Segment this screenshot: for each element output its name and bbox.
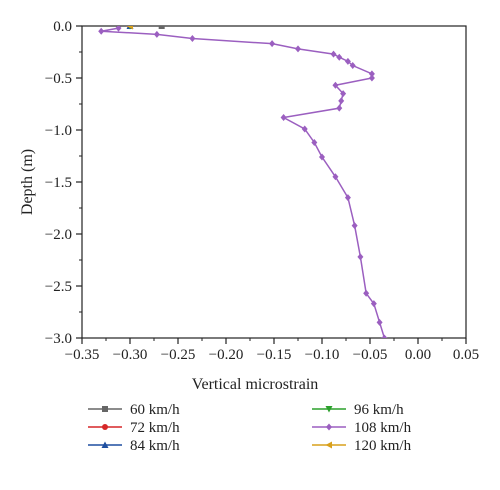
legend-marker [102, 406, 108, 412]
data-point [295, 45, 301, 53]
legend-label: 120 km/h [354, 438, 412, 454]
x-tick-label: −0.15 [257, 347, 292, 363]
data-point [319, 153, 325, 161]
y-tick-label: −3.0 [45, 331, 72, 347]
legend-item: 84 km/h [88, 438, 180, 454]
x-tick-label: −0.10 [305, 347, 340, 363]
data-point [336, 104, 343, 112]
y-tick-label: −2.0 [45, 227, 72, 243]
legend-label: 96 km/h [354, 402, 404, 418]
legend-marker [325, 441, 332, 449]
data-point [357, 253, 364, 261]
x-tick-label: −0.35 [65, 347, 100, 363]
data-point [332, 81, 339, 89]
series-60-km-h [158, 26, 165, 29]
data-point [330, 50, 337, 58]
legend-marker [102, 424, 108, 430]
data-point [338, 97, 345, 105]
x-axis: −0.35 −0.30 −0.25 −0.20 −0.15 −0.10 −0.05 0.00 0… [65, 338, 479, 363]
data-point [98, 27, 105, 35]
x-tick-label: 0.05 [453, 347, 479, 363]
plot-area [81, 25, 467, 339]
series-108-km-h [98, 26, 388, 338]
data-point [368, 74, 375, 82]
data-point [381, 334, 388, 338]
data-point [340, 90, 347, 98]
legend-item: 60 km/h [88, 402, 180, 418]
legend-marker [101, 441, 109, 448]
data-point [301, 125, 308, 133]
x-axis-title: Vertical microstrain [192, 376, 319, 393]
data-point [311, 138, 318, 146]
data-point [368, 70, 375, 78]
legend-item: 96 km/h [312, 402, 404, 418]
legend-marker [326, 423, 332, 431]
x-tick-label: −0.05 [353, 347, 388, 363]
x-tick-label: −0.25 [161, 347, 196, 363]
data-point [269, 40, 276, 48]
series-line [101, 27, 386, 338]
data-point [349, 62, 356, 70]
x-tick-label: −0.20 [209, 347, 244, 363]
legend-item: 108 km/h [312, 420, 412, 436]
legend: 60 km/h 72 km/h 84 km/h 96 km/h 108 km/h 120 … [88, 402, 412, 454]
legend-label: 72 km/h [130, 420, 180, 436]
data-point [189, 34, 196, 42]
y-axis: 0.0 −0.5 −1.0 −1.5 −2.0 −2.5 −3.0 [45, 19, 82, 347]
x-tick-label: 0.00 [405, 347, 431, 363]
data-point [336, 53, 343, 61]
series-120-km-h [126, 26, 133, 30]
data-point [344, 194, 351, 202]
y-tick-label: 0.0 [53, 19, 72, 35]
x-tick-label: −0.30 [113, 347, 148, 363]
series-group [98, 26, 388, 338]
data-point [126, 26, 133, 30]
plot-frame [81, 25, 467, 339]
data-point [153, 30, 160, 38]
y-tick-label: −0.5 [45, 71, 72, 87]
data-point [332, 173, 339, 181]
y-tick-label: −1.5 [45, 175, 72, 191]
legend-label: 108 km/h [354, 420, 412, 436]
data-point [344, 57, 351, 65]
legend-item: 72 km/h [88, 420, 180, 436]
legend-marker [325, 406, 333, 413]
y-tick-label: −1.0 [45, 123, 72, 139]
data-point [158, 26, 165, 29]
data-point [280, 114, 287, 122]
legend-item: 120 km/h [312, 438, 412, 454]
data-point [370, 300, 377, 308]
data-point [363, 289, 370, 297]
data-point [376, 318, 383, 326]
y-tick-label: −2.5 [45, 279, 72, 295]
y-axis-title: Depth (m) [19, 149, 36, 215]
legend-label: 84 km/h [130, 438, 180, 454]
data-point [351, 222, 358, 230]
data-point [115, 26, 122, 32]
legend-label: 60 km/h [130, 402, 180, 418]
